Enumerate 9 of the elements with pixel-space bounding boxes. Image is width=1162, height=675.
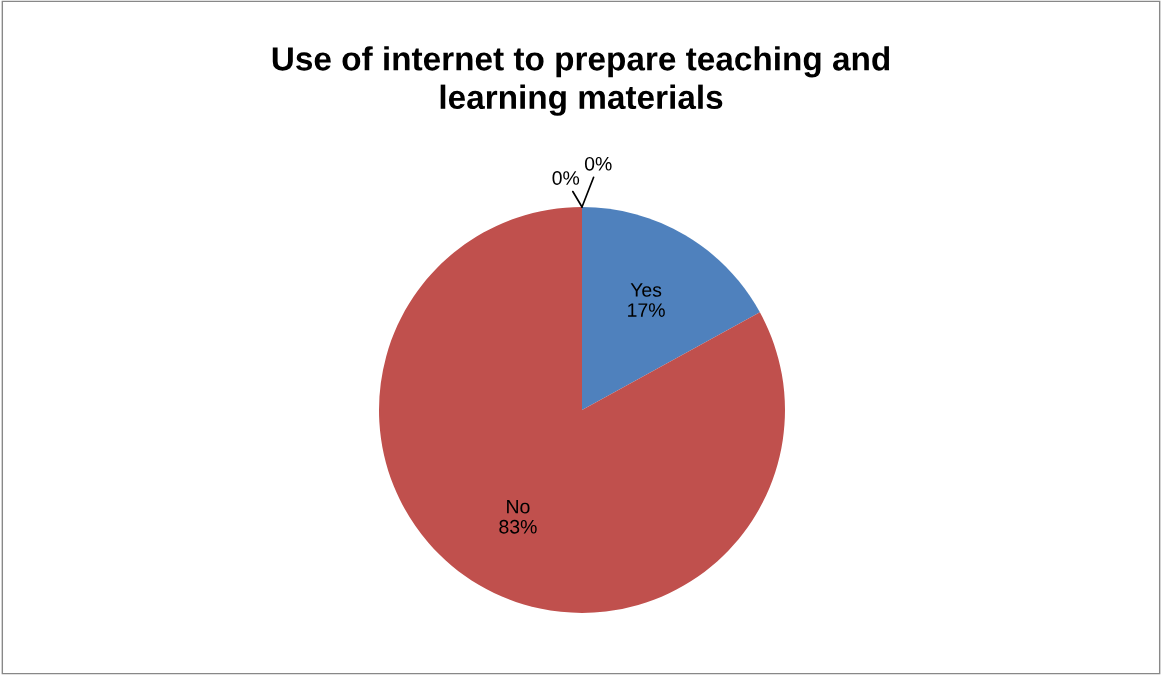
text: 0% xyxy=(552,171,580,185)
chart-title: Use of internet to prepare teaching and learning materials xyxy=(272,46,890,116)
text: 0% xyxy=(584,156,612,171)
pie-slice xyxy=(582,207,760,410)
pie-slice xyxy=(379,207,785,613)
slice-label: No xyxy=(507,499,530,514)
data-label: 17% xyxy=(628,303,665,317)
data-label: 83% xyxy=(499,519,537,534)
slice-label: Yes xyxy=(630,283,662,297)
